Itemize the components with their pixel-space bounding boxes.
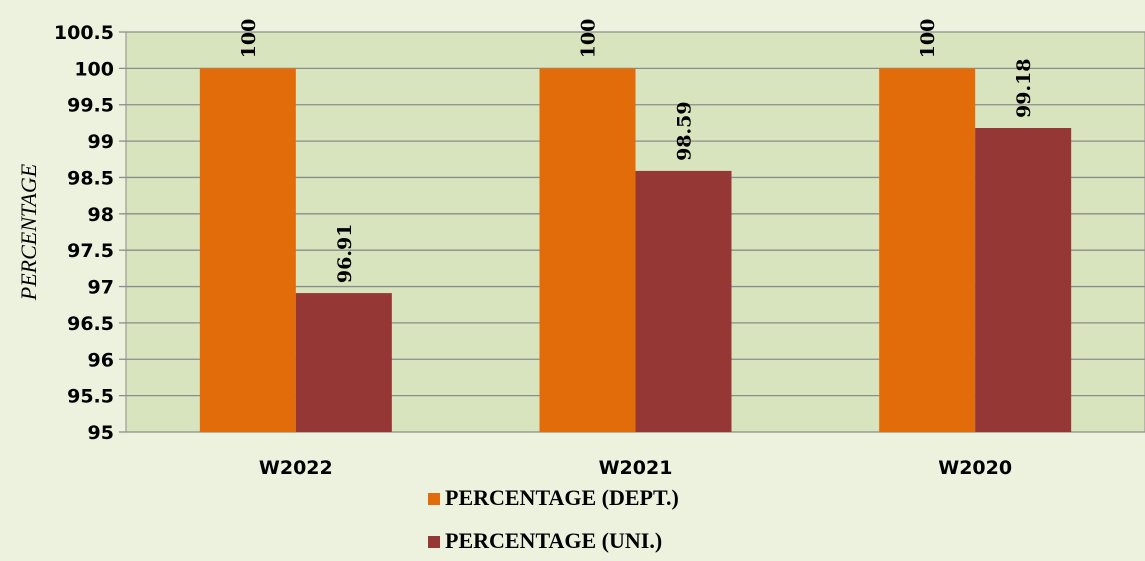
x-tick-label: W2022 (259, 457, 333, 479)
bar-dept-w2020 (879, 68, 976, 432)
x-axis-ticks: W2022 W2021 W2020 (259, 457, 1012, 479)
data-label: 96.91 (334, 224, 356, 284)
legend-swatch (428, 536, 440, 548)
legend-label: PERCENTAGE (DEPT.) (445, 485, 679, 510)
data-labels: 100 100 100 96.91 98.59 99.18 (238, 19, 1035, 283)
data-label: 100 (578, 19, 600, 59)
y-axis-label: PERCENTAGE (16, 163, 41, 301)
bar-dept-w2022 (199, 68, 296, 432)
legend-swatch (428, 493, 440, 505)
data-label: 99.18 (1013, 59, 1035, 119)
y-tick-label: 100 (74, 58, 114, 80)
legend-label: PERCENTAGE (UNI.) (445, 528, 662, 553)
x-tick-label: W2021 (599, 457, 673, 479)
y-tick-label: 96.5 (67, 313, 114, 335)
y-tick-label: 100.5 (54, 22, 114, 44)
y-tick-label: 97.5 (67, 240, 114, 262)
y-tick-label: 96 (88, 349, 114, 371)
y-tick-label: 98.5 (67, 167, 114, 189)
x-tick-label: W2020 (938, 457, 1012, 479)
data-label: 98.59 (674, 101, 696, 161)
bar-uni-w2020 (975, 128, 1072, 432)
y-tick-label: 97 (88, 277, 114, 299)
y-tick-label: 99 (88, 131, 114, 153)
bar-dept-w2021 (539, 68, 636, 432)
data-label: 100 (917, 19, 939, 59)
data-label: 100 (238, 19, 260, 59)
bars (199, 68, 1072, 432)
y-tick-label: 98 (88, 204, 114, 226)
legend: PERCENTAGE (DEPT.) PERCENTAGE (UNI.) (428, 485, 679, 553)
y-axis-ticks: 95 95.5 96 96.5 97 97.5 98 98.5 99 99.5 100 100.5 (54, 22, 126, 444)
y-tick-label: 95 (88, 422, 114, 444)
bar-uni-w2021 (635, 170, 732, 432)
y-tick-label: 95.5 (67, 386, 114, 408)
bar-uni-w2022 (295, 293, 392, 432)
y-tick-label: 99.5 (67, 95, 114, 117)
